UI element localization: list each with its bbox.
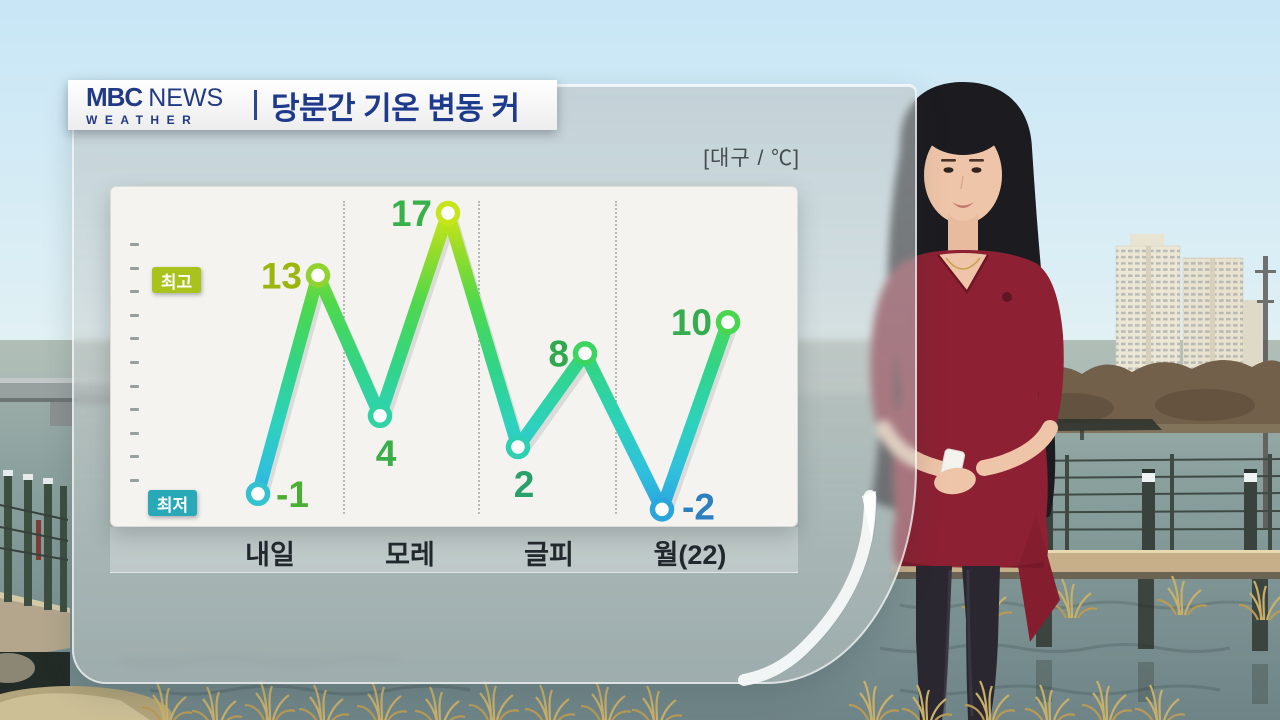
- weather-presenter: [870, 82, 1064, 720]
- presenter-dress-flap: [1018, 515, 1060, 642]
- y-axis-tick: [130, 479, 139, 482]
- location-unit-label: [대구 / ℃]: [703, 147, 800, 170]
- y-axis-tick: [130, 313, 139, 317]
- shore-rocks: [0, 653, 172, 720]
- necklace: [945, 257, 981, 270]
- x-axis-label-3: 월(22): [653, 540, 727, 570]
- logo-weather: WEATHER: [86, 113, 199, 127]
- mbc-news-weather-logo: MBC NEWS WEATHER: [86, 84, 244, 126]
- y-axis-tick: [130, 361, 139, 364]
- presenter-neck: [948, 214, 978, 258]
- presenter-fringe: [920, 93, 1006, 155]
- header-divider: [254, 90, 257, 120]
- legend-badge-low: 최저: [148, 490, 197, 516]
- x-axis-label-1: 모레: [385, 540, 435, 570]
- logo-news: NEWS: [148, 84, 224, 112]
- y-axis-tick: [130, 290, 139, 294]
- neckline-trim: [937, 254, 990, 295]
- day-separator: [615, 201, 617, 514]
- y-axis-tick: [130, 266, 139, 270]
- brooch: [1002, 292, 1012, 302]
- day-separator: [478, 201, 480, 514]
- presenter-legs: [916, 566, 1000, 720]
- y-axis-tick: [130, 455, 139, 459]
- presenter-features: [941, 159, 984, 208]
- y-axis-tick: [130, 337, 139, 341]
- y-axis-tick: [130, 243, 139, 246]
- x-axis-label-2: 글피: [524, 540, 574, 570]
- x-axis-band: [110, 527, 798, 573]
- y-axis-tick: [130, 384, 139, 388]
- right-forearm: [976, 420, 1058, 476]
- day-separator: [343, 201, 345, 514]
- presenter-dress: [892, 250, 1049, 568]
- presenter-hands: [934, 467, 976, 495]
- y-axis-tick: [130, 408, 139, 412]
- legend-badge-high: 최고: [152, 267, 201, 293]
- logo-mbc: MBC: [86, 82, 143, 112]
- x-axis-label-0: 내일: [245, 540, 295, 570]
- header-bar: MBC NEWS WEATHER 당분간 기온 변동 커: [68, 80, 557, 130]
- y-axis-tick: [130, 431, 139, 435]
- headline-title: 당분간 기온 변동 커: [271, 90, 520, 126]
- right-sleeve: [1035, 263, 1064, 427]
- chart-panel: [110, 186, 798, 527]
